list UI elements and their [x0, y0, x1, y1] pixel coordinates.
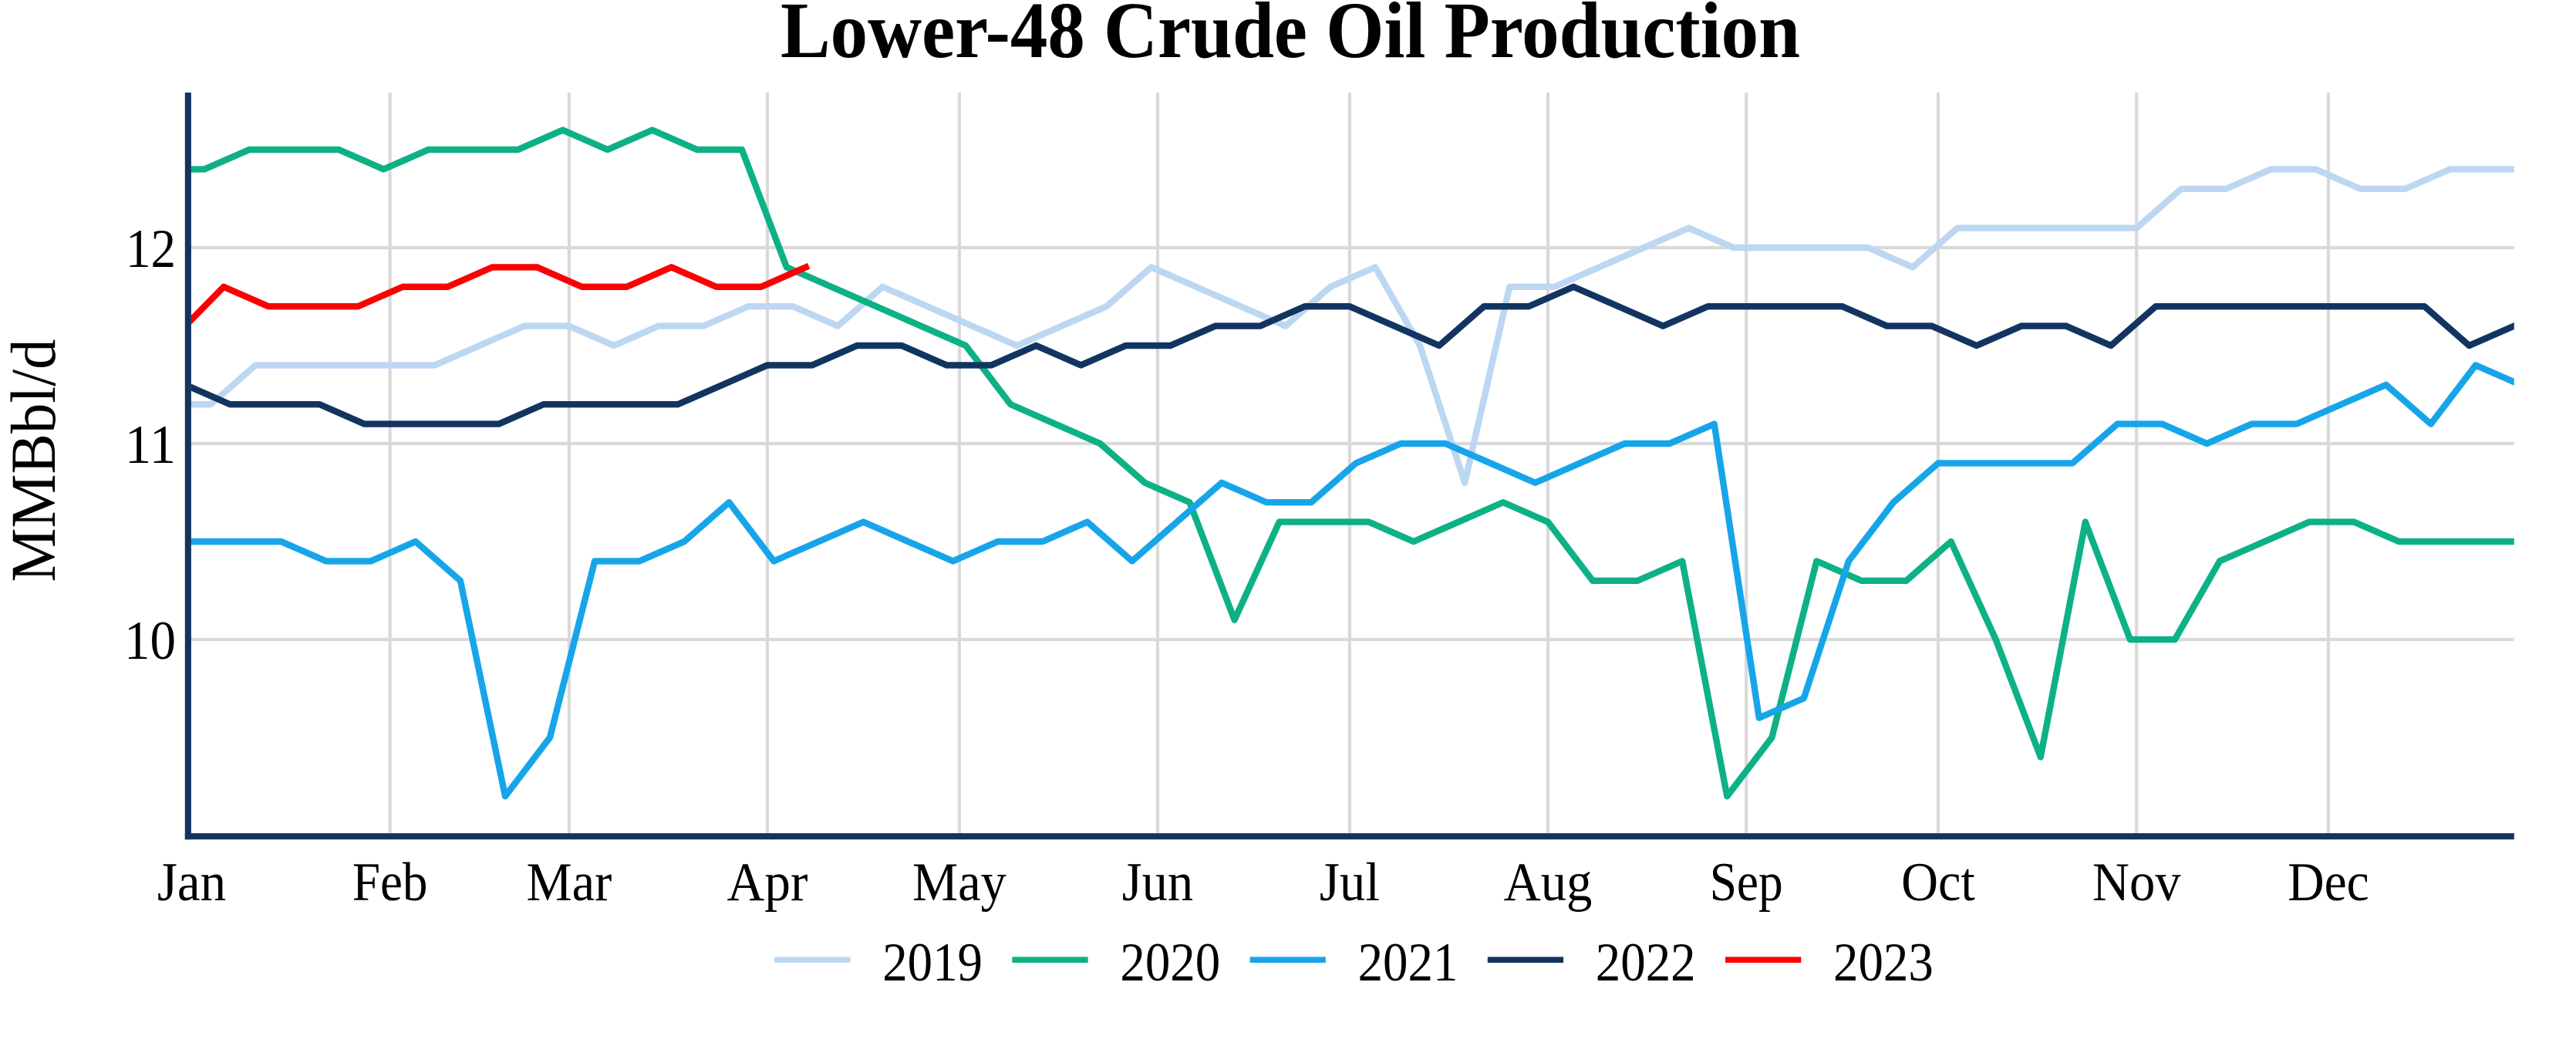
svg-text:Oct: Oct — [1901, 852, 1975, 913]
svg-text:Aug: Aug — [1504, 852, 1593, 913]
svg-text:10: 10 — [124, 611, 176, 671]
svg-text:Lower-48 Crude Oil Production: Lower-48 Crude Oil Production — [781, 0, 1800, 75]
svg-text:Dec: Dec — [2288, 852, 2369, 913]
svg-text:2023: 2023 — [1833, 933, 1934, 993]
svg-text:Jul: Jul — [1320, 852, 1380, 913]
svg-text:2021: 2021 — [1358, 933, 1458, 993]
svg-text:Sep: Sep — [1710, 852, 1783, 913]
svg-text:Mar: Mar — [527, 852, 612, 913]
svg-text:12: 12 — [126, 219, 176, 279]
svg-text:11: 11 — [125, 415, 176, 475]
svg-text:2020: 2020 — [1120, 933, 1220, 993]
svg-text:2022: 2022 — [1596, 933, 1696, 993]
svg-text:Feb: Feb — [352, 852, 428, 913]
svg-text:Jan: Jan — [157, 852, 226, 913]
svg-text:MMBbl/d: MMBbl/d — [0, 339, 69, 582]
svg-text:May: May — [912, 852, 1006, 913]
svg-text:Jun: Jun — [1122, 852, 1193, 913]
svg-text:2019: 2019 — [882, 933, 983, 993]
svg-text:Apr: Apr — [727, 852, 808, 913]
svg-text:Nov: Nov — [2092, 852, 2181, 913]
